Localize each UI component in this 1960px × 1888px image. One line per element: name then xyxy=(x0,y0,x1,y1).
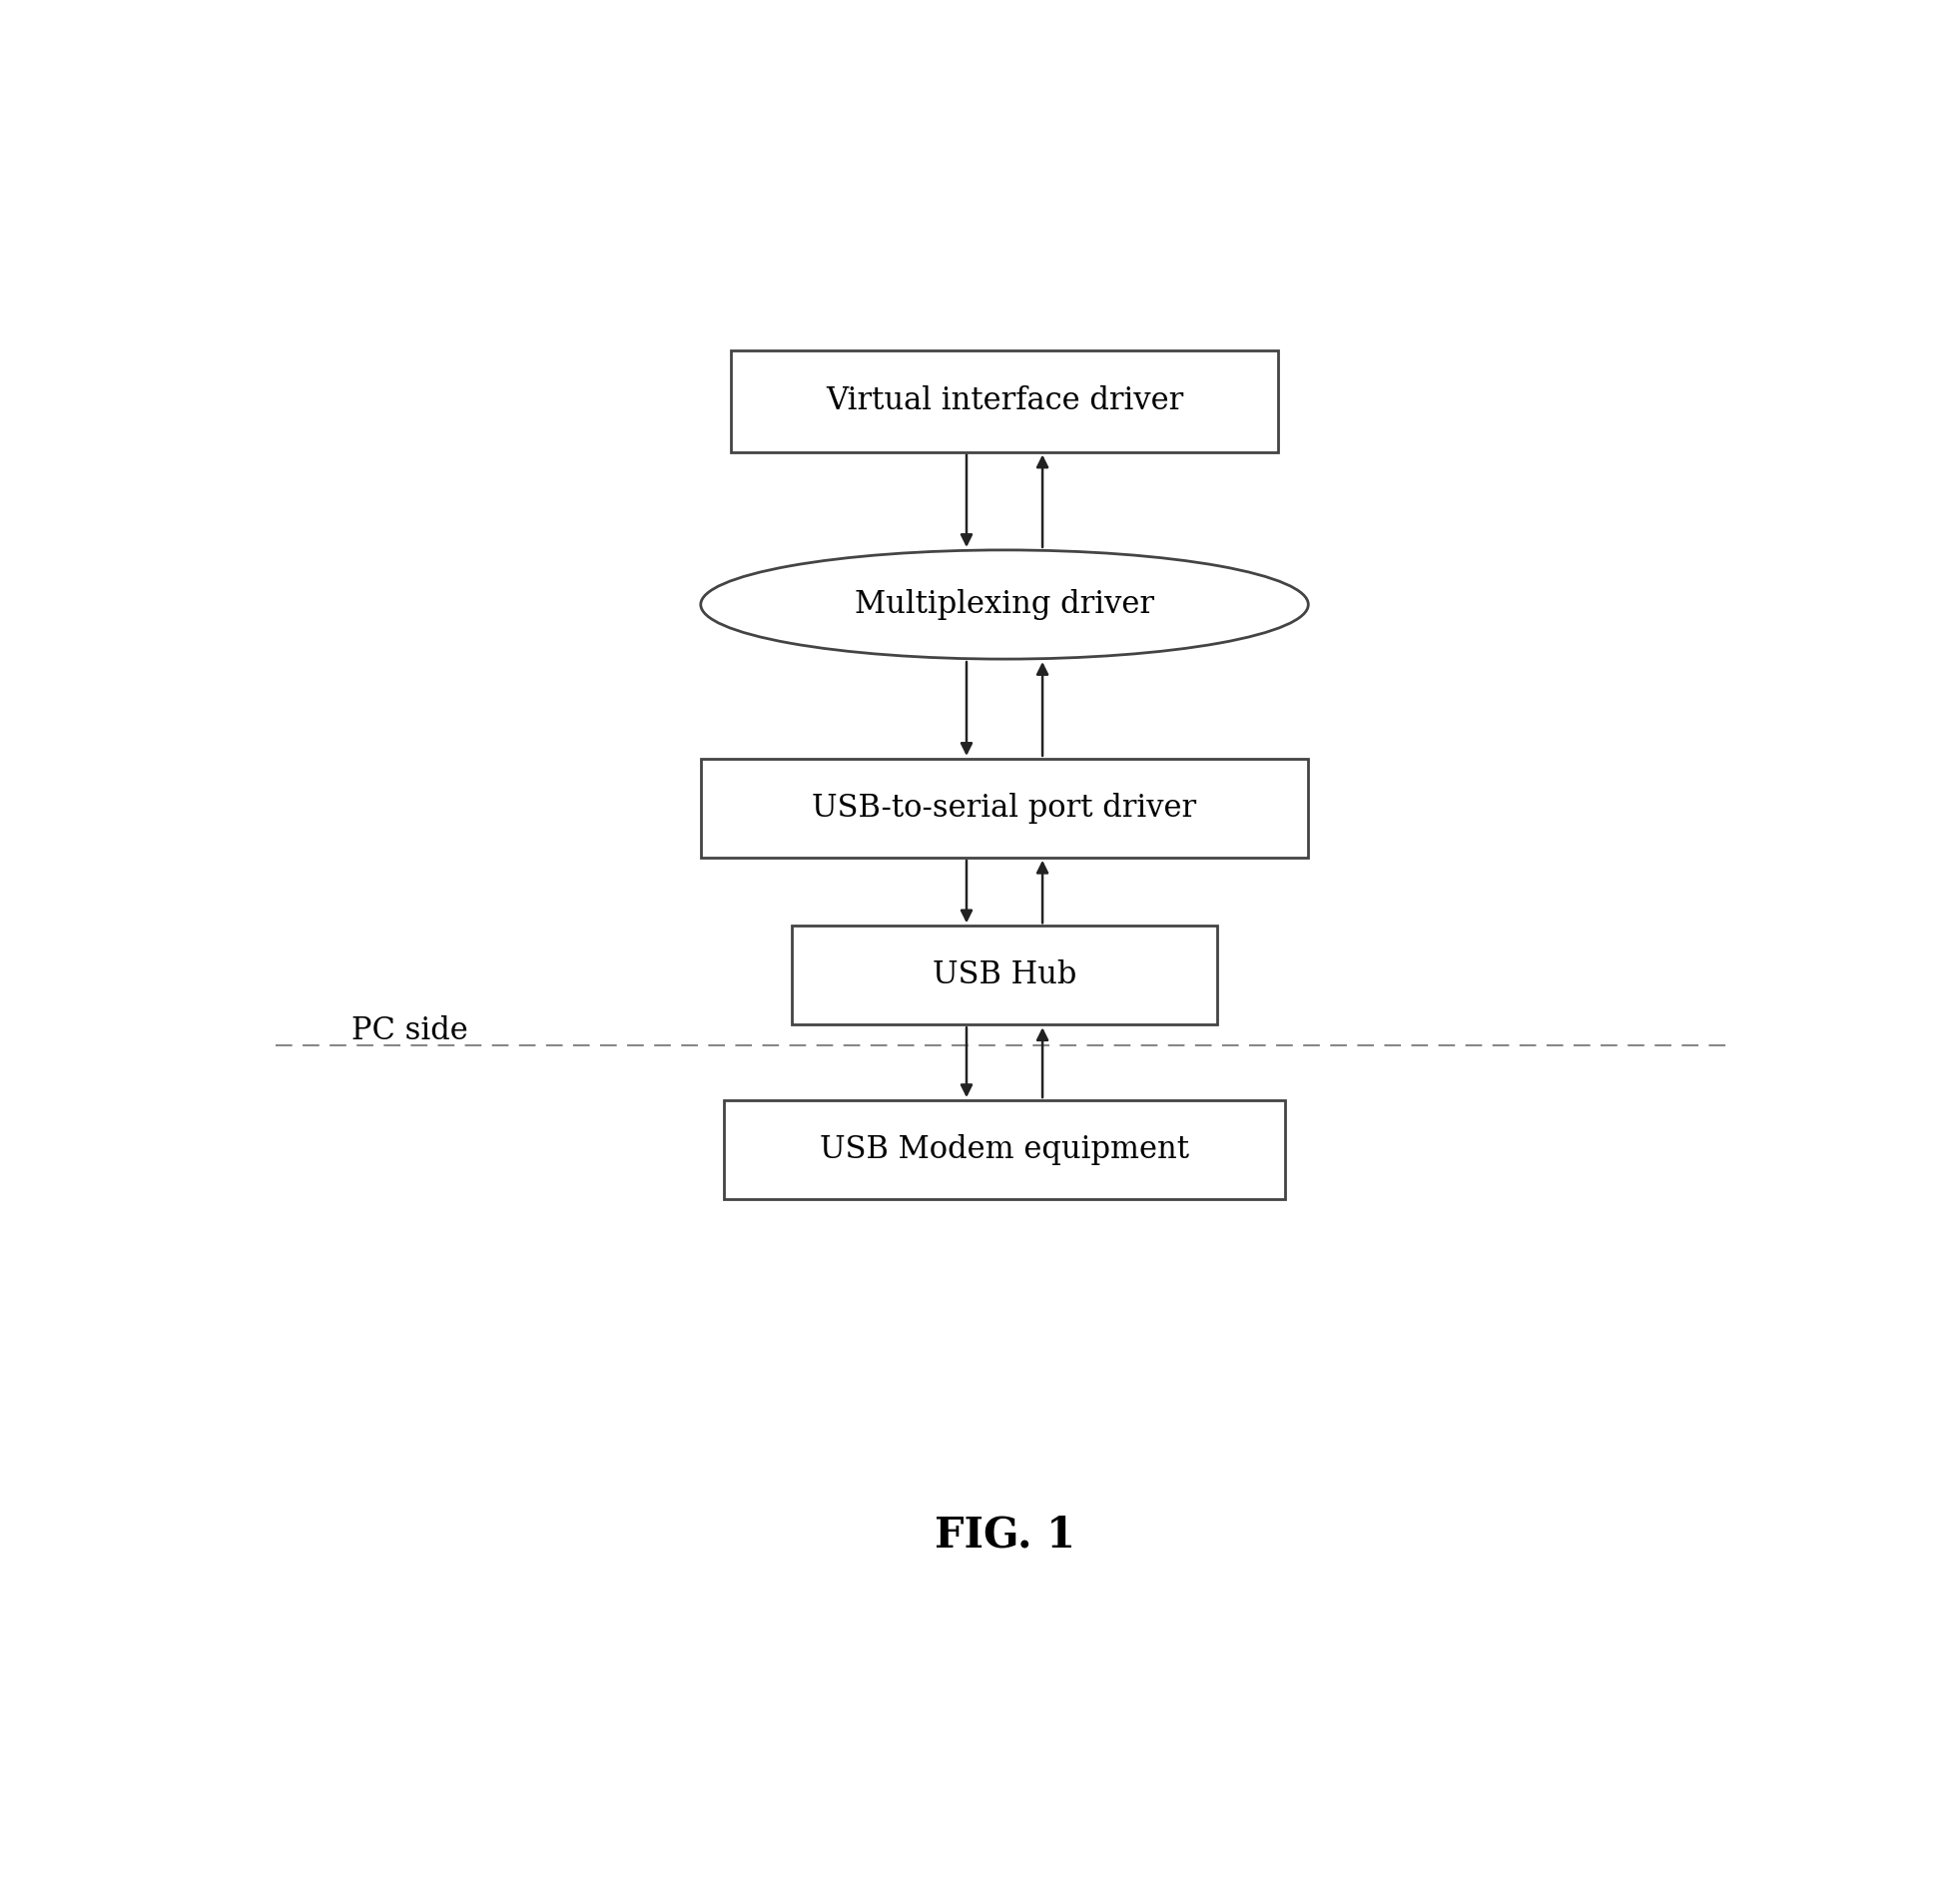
Text: Virtual interface driver: Virtual interface driver xyxy=(825,385,1184,417)
FancyBboxPatch shape xyxy=(792,925,1217,1025)
FancyBboxPatch shape xyxy=(702,759,1309,857)
Text: USB Modem equipment: USB Modem equipment xyxy=(819,1135,1190,1165)
Text: FIG. 1: FIG. 1 xyxy=(935,1514,1074,1556)
FancyBboxPatch shape xyxy=(731,349,1278,451)
Text: USB Hub: USB Hub xyxy=(933,959,1076,991)
Text: Multiplexing driver: Multiplexing driver xyxy=(855,589,1154,619)
Text: PC side: PC side xyxy=(351,1016,468,1046)
Ellipse shape xyxy=(702,549,1309,659)
FancyBboxPatch shape xyxy=(723,1101,1286,1199)
Text: USB-to-serial port driver: USB-to-serial port driver xyxy=(811,793,1198,823)
